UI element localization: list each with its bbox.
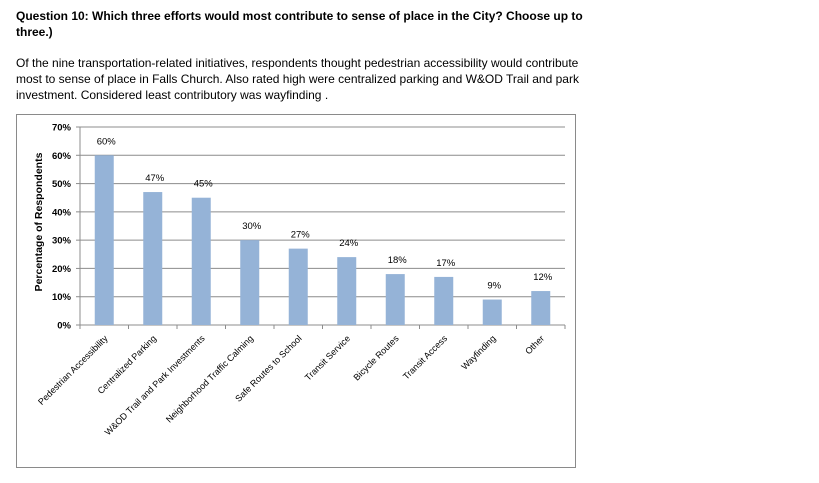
- data-label: 47%: [145, 173, 165, 184]
- bars: [94, 155, 551, 325]
- data-label: 30%: [242, 221, 262, 232]
- bar: [385, 274, 405, 325]
- data-label: 9%: [487, 281, 501, 292]
- x-category-label: Transit Service: [303, 333, 352, 382]
- y-tick-label: 10%: [52, 292, 72, 303]
- bar: [94, 155, 114, 325]
- bar: [191, 197, 211, 325]
- data-label: 12%: [533, 272, 553, 283]
- data-label: 24%: [339, 238, 359, 249]
- x-category-label: Other: [523, 333, 546, 356]
- data-labels: 60% 47% 45% 30% 27% 24% 18% 17% 9% 12%: [97, 136, 553, 291]
- x-category-label: Neighborhood Traffic Calming: [164, 333, 255, 424]
- bar: [531, 291, 551, 325]
- y-tick-label: 30%: [52, 236, 72, 247]
- bar: [240, 240, 260, 325]
- y-axis-title: Percentage of Respondents: [33, 152, 45, 291]
- x-category-label: W&OD Trail and Park Investments: [103, 333, 207, 437]
- data-label: 17%: [436, 258, 456, 269]
- y-tick-label: 0%: [57, 321, 71, 332]
- data-label: 60%: [97, 136, 117, 147]
- bar: [434, 276, 454, 325]
- y-tick-label: 60%: [52, 151, 72, 162]
- question-title: Question 10: Which three efforts would m…: [16, 9, 583, 39]
- bar: [288, 248, 308, 325]
- bar: [337, 257, 357, 325]
- data-label: 27%: [291, 230, 311, 241]
- data-label: 18%: [388, 255, 408, 266]
- x-category-label: Transit Access: [401, 333, 450, 382]
- x-category-label: Bicycle Routes: [351, 333, 401, 383]
- bar: [143, 192, 163, 325]
- y-axis-ticks: 0% 10% 20% 30% 40% 50% 60% 70%: [52, 123, 80, 332]
- chart-frame: [16, 114, 576, 468]
- x-category-label: Pedestrian Accessibility: [36, 333, 110, 407]
- x-category-label: Wayfinding: [459, 333, 497, 371]
- y-tick-label: 40%: [52, 207, 72, 218]
- y-tick-label: 50%: [52, 179, 72, 190]
- data-label: 45%: [194, 179, 214, 190]
- bar: [482, 299, 502, 325]
- chart-description: Of the nine transportation-related initi…: [16, 56, 579, 102]
- y-tick-label: 70%: [52, 123, 72, 134]
- y-tick-label: 20%: [52, 264, 72, 275]
